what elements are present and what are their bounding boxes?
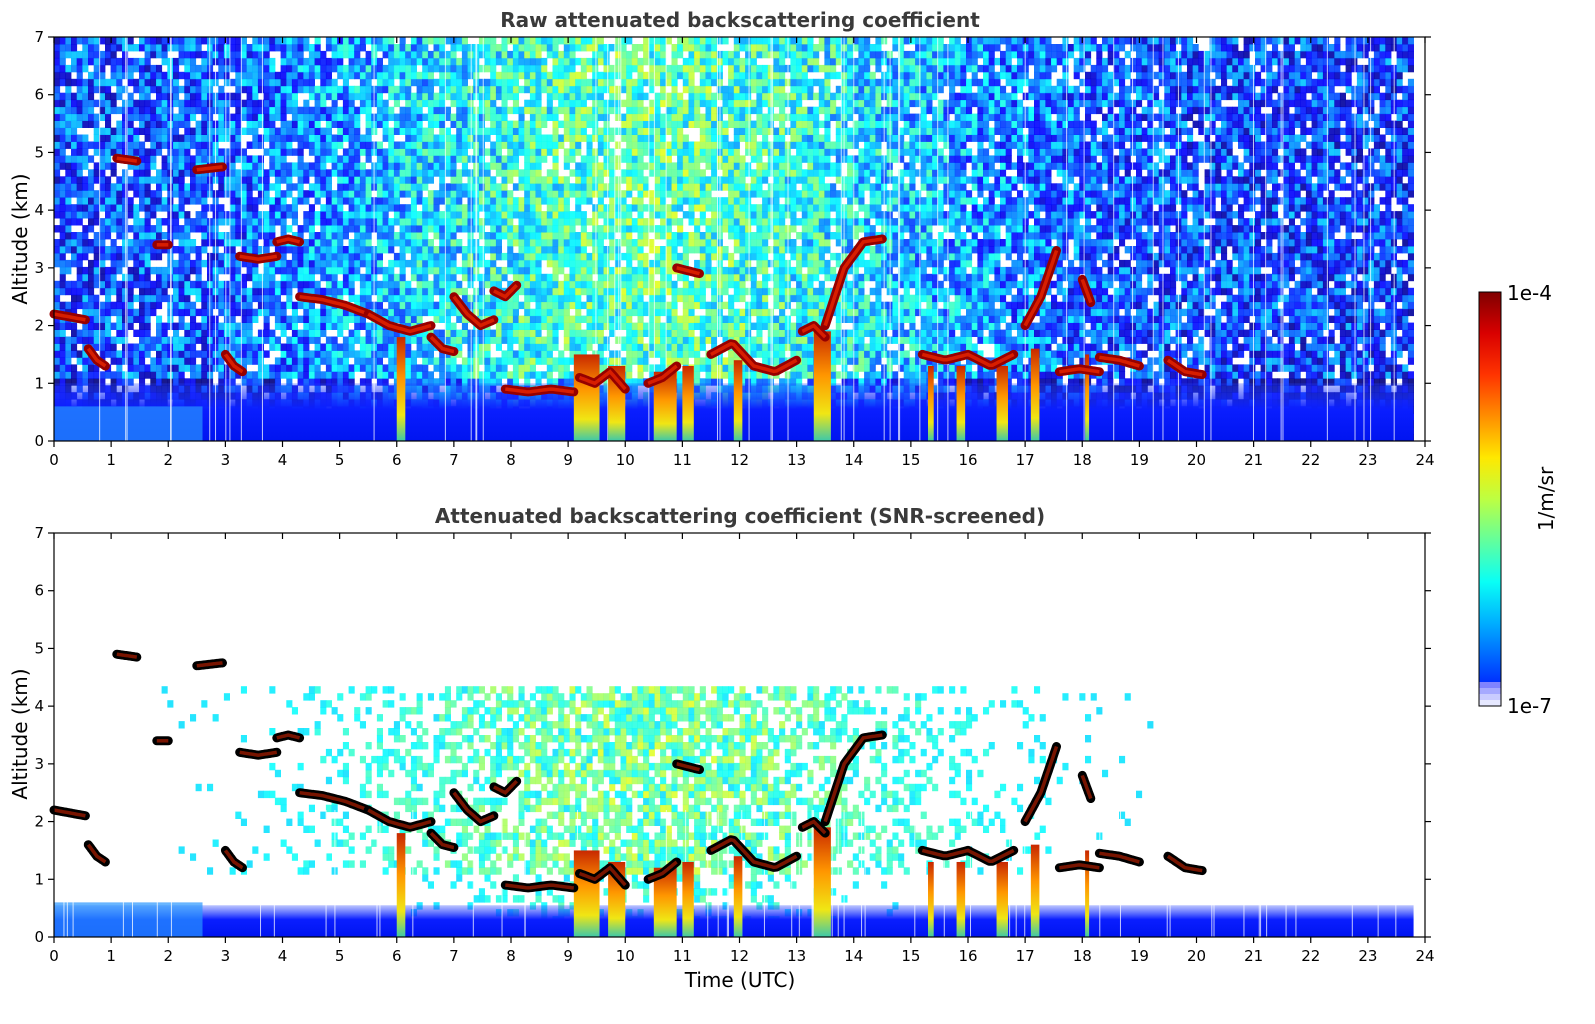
x-tick-label: 14 xyxy=(844,947,863,965)
x-tick-label: 16 xyxy=(958,947,977,965)
x-tick-label: 17 xyxy=(1016,451,1035,469)
x-tick-label: 2 xyxy=(163,451,173,469)
y-tick-label: 1 xyxy=(34,374,44,392)
x-tick-label: 2 xyxy=(163,947,173,965)
x-tick-label: 8 xyxy=(506,947,516,965)
x-tick-label: 9 xyxy=(563,451,573,469)
x-tick-label: 21 xyxy=(1244,947,1263,965)
x-tick-label: 22 xyxy=(1301,451,1320,469)
y-tick-label: 6 xyxy=(34,86,44,104)
top-panel-ylabel: Altitude (km) xyxy=(8,173,32,305)
y-tick-label: 3 xyxy=(34,755,44,773)
x-tick-label: 13 xyxy=(787,451,806,469)
panel-raw-plot xyxy=(49,37,1414,442)
x-tick-label: 7 xyxy=(449,451,459,469)
x-tick-label: 5 xyxy=(335,451,345,469)
x-tick-label: 22 xyxy=(1301,947,1320,965)
x-tick-label: 19 xyxy=(1130,451,1149,469)
x-tick-label: 23 xyxy=(1358,947,1377,965)
colorbar xyxy=(1478,291,1502,707)
x-tick-label: 3 xyxy=(221,947,231,965)
x-tick-label: 11 xyxy=(673,947,692,965)
y-tick-label: 3 xyxy=(34,259,44,277)
y-tick-label: 4 xyxy=(34,697,44,715)
x-tick-label: 18 xyxy=(1073,947,1092,965)
y-tick-label: 2 xyxy=(34,317,44,335)
x-tick-label: 1 xyxy=(106,947,116,965)
x-tick-label: 8 xyxy=(506,451,516,469)
bottom-panel-xlabel: Time (UTC) xyxy=(684,968,796,992)
x-tick-label: 21 xyxy=(1244,451,1263,469)
x-tick-label: 9 xyxy=(563,947,573,965)
panel-screened-plot xyxy=(49,649,1414,938)
y-tick-label: 7 xyxy=(34,524,44,542)
x-tick-label: 15 xyxy=(901,451,920,469)
x-tick-label: 24 xyxy=(1415,947,1434,965)
x-tick-label: 18 xyxy=(1073,451,1092,469)
x-tick-label: 23 xyxy=(1358,451,1377,469)
x-tick-label: 14 xyxy=(844,451,863,469)
x-tick-label: 6 xyxy=(392,451,402,469)
y-tick-label: 7 xyxy=(34,28,44,46)
x-tick-label: 20 xyxy=(1187,451,1206,469)
x-tick-label: 15 xyxy=(901,947,920,965)
x-tick-label: 1 xyxy=(106,451,116,469)
bottom-panel-ylabel: Altitude (km) xyxy=(8,668,32,800)
x-tick-label: 6 xyxy=(392,947,402,965)
x-tick-label: 0 xyxy=(49,451,59,469)
x-tick-label: 4 xyxy=(278,451,288,469)
y-tick-label: 0 xyxy=(34,432,44,450)
x-tick-label: 7 xyxy=(449,947,459,965)
x-tick-label: 17 xyxy=(1016,947,1035,965)
x-tick-label: 11 xyxy=(673,451,692,469)
y-tick-label: 5 xyxy=(34,143,44,161)
x-tick-label: 13 xyxy=(787,947,806,965)
x-tick-label: 24 xyxy=(1415,451,1434,469)
x-tick-label: 0 xyxy=(49,947,59,965)
x-tick-label: 4 xyxy=(278,947,288,965)
colorbar-max-label: 1e-4 xyxy=(1507,281,1552,305)
top-panel-title: Raw attenuated backscattering coefficien… xyxy=(500,8,980,32)
x-tick-label: 3 xyxy=(221,451,231,469)
x-tick-label: 10 xyxy=(616,947,635,965)
x-tick-label: 10 xyxy=(616,451,635,469)
x-tick-label: 16 xyxy=(958,451,977,469)
y-tick-label: 0 xyxy=(34,928,44,946)
y-tick-label: 6 xyxy=(34,582,44,600)
y-tick-label: 5 xyxy=(34,639,44,657)
colorbar-min-label: 1e-7 xyxy=(1507,694,1552,718)
y-tick-label: 4 xyxy=(34,201,44,219)
x-tick-label: 12 xyxy=(730,451,749,469)
x-tick-label: 19 xyxy=(1130,947,1149,965)
y-tick-label: 2 xyxy=(34,813,44,831)
colorbar-title: 1/m/sr xyxy=(1534,466,1558,532)
y-tick-label: 1 xyxy=(34,870,44,888)
bottom-panel-title: Attenuated backscattering coefficient (S… xyxy=(434,504,1046,528)
x-tick-label: 5 xyxy=(335,947,345,965)
x-tick-label: 20 xyxy=(1187,947,1206,965)
x-tick-label: 12 xyxy=(730,947,749,965)
